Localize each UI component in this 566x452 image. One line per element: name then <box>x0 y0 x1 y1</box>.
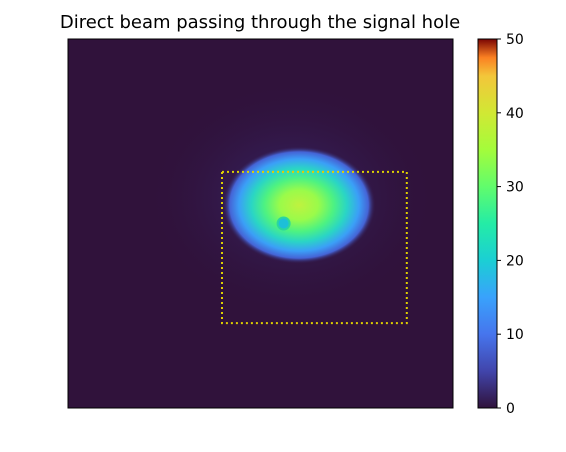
plot-frame <box>67 38 454 409</box>
beam-spot <box>222 146 376 265</box>
colorbar-frame <box>477 38 498 409</box>
colorbar-tick-label: 10 <box>506 327 524 343</box>
chart-title: Direct beam passing through the signal h… <box>59 12 461 33</box>
colorbar-ticks: 0 10 20 30 40 50 <box>497 32 524 417</box>
heatmap-image <box>144 79 438 316</box>
region-box <box>221 170 408 325</box>
colorbar-tick-label: 0 <box>506 401 515 417</box>
colorbar-tick-label: 30 <box>506 180 524 196</box>
colorbar-tick-label: 40 <box>506 106 524 122</box>
colorbar <box>478 39 497 408</box>
colorbar-tick-label: 20 <box>506 253 524 269</box>
colorbar-tick-label: 50 <box>506 32 524 48</box>
signal-hole-marker <box>276 216 291 231</box>
